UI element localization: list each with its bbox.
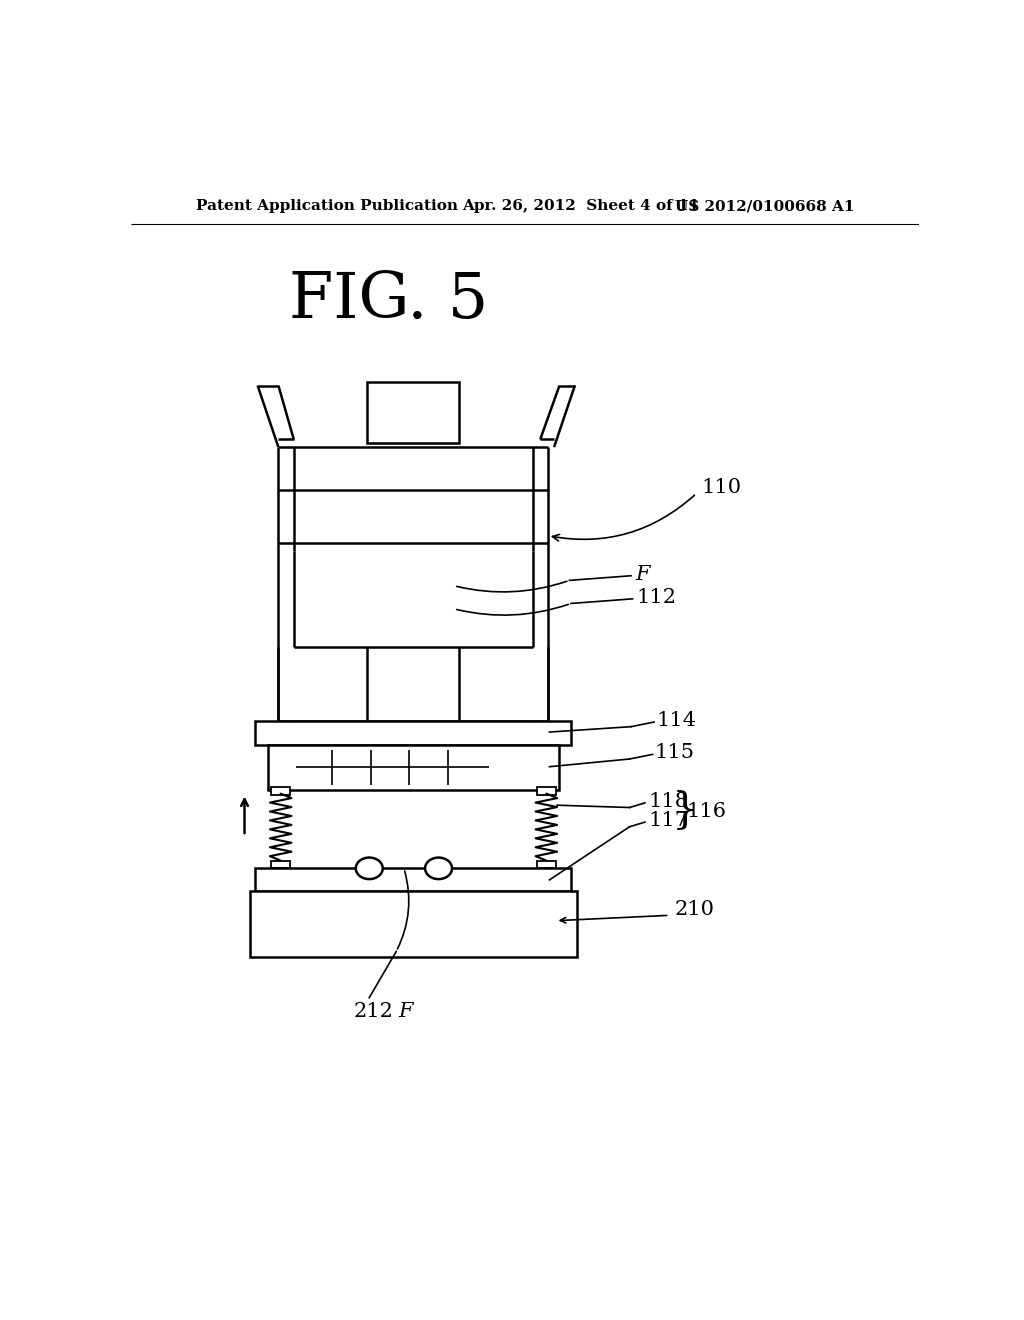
Ellipse shape bbox=[355, 858, 383, 879]
Text: 117: 117 bbox=[648, 810, 688, 830]
Text: 114: 114 bbox=[656, 711, 696, 730]
Text: F: F bbox=[635, 565, 649, 583]
Text: 118: 118 bbox=[648, 792, 688, 810]
Bar bbox=[538, 788, 556, 795]
Bar bbox=[296, 750, 488, 785]
Text: F: F bbox=[398, 1002, 413, 1022]
Text: 115: 115 bbox=[655, 743, 695, 763]
Text: }: } bbox=[672, 791, 698, 833]
Text: 116: 116 bbox=[686, 801, 726, 821]
Text: 210: 210 bbox=[674, 900, 714, 919]
Bar bbox=[255, 721, 571, 744]
Bar bbox=[538, 861, 556, 869]
Text: US 2012/0100668 A1: US 2012/0100668 A1 bbox=[675, 199, 854, 213]
Bar bbox=[367, 381, 460, 444]
Ellipse shape bbox=[425, 858, 452, 879]
Text: 112: 112 bbox=[637, 587, 677, 607]
Bar bbox=[255, 869, 571, 891]
Text: FIG. 5: FIG. 5 bbox=[289, 271, 488, 331]
Bar bbox=[271, 861, 290, 869]
Text: 212: 212 bbox=[354, 1002, 394, 1022]
Bar bbox=[267, 744, 559, 789]
Text: Patent Application Publication: Patent Application Publication bbox=[196, 199, 458, 213]
Text: 110: 110 bbox=[701, 478, 742, 498]
Bar bbox=[271, 788, 290, 795]
Bar bbox=[250, 891, 578, 957]
Text: Apr. 26, 2012  Sheet 4 of 11: Apr. 26, 2012 Sheet 4 of 11 bbox=[462, 199, 699, 213]
